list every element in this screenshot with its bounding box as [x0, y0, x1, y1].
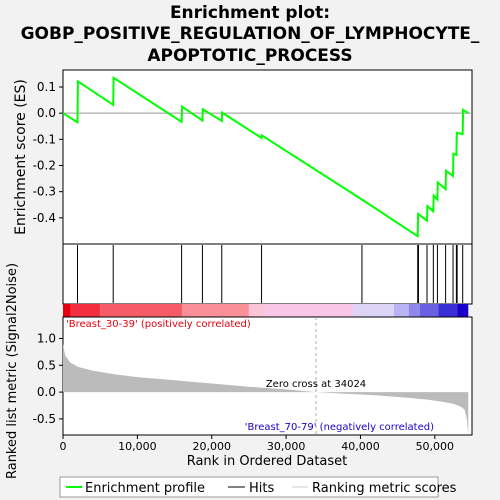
hits-panel-background — [62, 243, 473, 305]
title-line-2: GOBP_POSITIVE_REGULATION_OF_LYMPHOCYTE_ — [21, 24, 480, 44]
metric-y-axis: -0.5 0.0 0.5 1.0 — [33, 331, 63, 426]
x-tick-label: 0 — [60, 440, 67, 453]
ranking-bar-segment — [100, 304, 182, 317]
metric-y-tick-label: 0.5 — [37, 358, 56, 372]
es-y-axis: -0.4 -0.3 -0.2 -0.1 0.0 0.1 — [33, 80, 63, 225]
metric-y-axis-label: Ranked list metric (Signal2Noise) — [5, 263, 20, 479]
ranking-bar-segment — [353, 304, 394, 317]
x-axis: 0 10,000 20,000 30,000 40,000 50,000 — [60, 435, 455, 453]
ranking-bar-segment — [263, 304, 354, 317]
zero-cross-label: Zero cross at 34024 — [266, 379, 366, 390]
ranking-bar-segment — [438, 304, 458, 317]
es-y-tick-label: 0.1 — [37, 80, 56, 94]
x-tick-label: 40,000 — [341, 440, 380, 453]
es-y-tick-label: -0.2 — [33, 159, 56, 173]
ranking-bar-segment — [393, 304, 409, 317]
legend-ranking-metric-label: Ranking metric scores — [312, 481, 457, 496]
ranking-bar-segment — [457, 304, 469, 317]
legend-box — [59, 476, 439, 498]
es-panel-background — [62, 69, 473, 245]
legend-enrichment-profile-label: Enrichment profile — [85, 481, 205, 496]
metric-panel-background — [62, 316, 473, 436]
ranking-bar-segment — [63, 304, 71, 317]
es-y-tick-label: -0.4 — [33, 211, 56, 225]
enrichment-profile-line — [62, 75, 469, 239]
metric-y-tick-label: 0.0 — [37, 385, 56, 399]
ranking-metric-area — [63, 343, 469, 435]
positive-phenotype-label: 'Breast_30-39' (positively correlated) — [66, 319, 251, 330]
ranking-bar-segment — [408, 304, 420, 317]
legend: Enrichment profile Hits Ranking metric s… — [59, 476, 457, 498]
ranking-bar-segment — [419, 304, 439, 317]
x-tick-label: 10,000 — [118, 440, 157, 453]
x-tick-label: 30,000 — [267, 440, 306, 453]
hits-markers — [77, 245, 464, 303]
legend-hits-label: Hits — [249, 481, 274, 496]
ranking-bar-segment — [181, 304, 249, 317]
negative-phenotype-label: 'Breast_70-79' (negatively correlated) — [245, 422, 434, 433]
ranking-color-bar — [63, 304, 469, 317]
x-tick-label: 50,000 — [416, 440, 455, 453]
x-tick-label: 20,000 — [192, 440, 231, 453]
ranking-bar-segment — [70, 304, 101, 317]
metric-y-tick-label: 1.0 — [37, 331, 56, 345]
es-y-axis-label: Enrichment score (ES) — [13, 79, 29, 235]
x-axis-label: Rank in Ordered Dataset — [187, 454, 348, 469]
metric-y-tick-label: -0.5 — [33, 412, 56, 426]
es-y-tick-label: -0.3 — [33, 185, 56, 199]
ranking-bar-segment — [248, 304, 264, 317]
es-y-tick-label: -0.1 — [33, 132, 56, 146]
title-line-3: APOPTOTIC_PROCESS — [147, 46, 352, 66]
es-y-tick-label: 0.0 — [37, 106, 56, 120]
chart-title: Enrichment plot: GOBP_POSITIVE_REGULATIO… — [21, 3, 480, 66]
title-line-1: Enrichment plot: — [170, 3, 330, 23]
